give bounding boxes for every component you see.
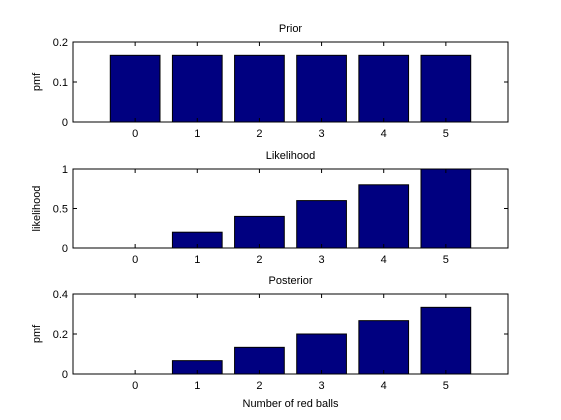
- bar-5: [420, 306, 472, 375]
- x-tick-label: 2: [256, 128, 262, 140]
- x-tick-label: 2: [256, 380, 262, 392]
- x-tick-label: 4: [381, 254, 387, 266]
- x-tick-label: 0: [132, 128, 138, 140]
- bar-3: [296, 333, 347, 375]
- chart-title: Posterior: [268, 275, 312, 287]
- y-axis-label: likelihood: [31, 186, 43, 232]
- y-tick-label: 0.1: [53, 77, 68, 89]
- y-tick-label: 0: [62, 117, 68, 129]
- x-tick-label: 5: [443, 254, 449, 266]
- bar-2: [234, 346, 285, 375]
- bar-4: [358, 320, 410, 375]
- bar-3: [296, 200, 347, 249]
- y-axis-label: pmf: [31, 72, 43, 91]
- bar-2: [234, 215, 285, 249]
- bar-5: [420, 168, 472, 249]
- x-tick-label: 3: [319, 128, 325, 140]
- bar-5: [420, 54, 472, 123]
- bar-2: [234, 54, 285, 123]
- x-tick-label: 1: [194, 254, 200, 266]
- bar-0: [109, 54, 161, 123]
- y-tick-label: 0.2: [53, 329, 68, 341]
- y-tick-label: 0: [62, 243, 68, 255]
- bar-3: [296, 54, 347, 123]
- bar-4: [358, 54, 410, 123]
- y-tick-label: 0: [62, 369, 68, 381]
- x-tick-label: 1: [194, 128, 200, 140]
- x-tick-label: 5: [443, 380, 449, 392]
- bar-1: [171, 54, 223, 123]
- x-tick-label: 3: [319, 380, 325, 392]
- y-tick-label: 0.4: [53, 289, 68, 301]
- y-tick-label: 0.5: [53, 204, 68, 216]
- x-axis-label: Number of red balls: [243, 398, 339, 410]
- x-tick-label: 1: [194, 380, 200, 392]
- x-tick-label: 4: [381, 380, 387, 392]
- x-tick-label: 2: [256, 254, 262, 266]
- y-axis-label: pmf: [31, 324, 43, 343]
- x-tick-label: 0: [132, 380, 138, 392]
- y-tick-label: 1: [62, 164, 68, 176]
- x-tick-label: 3: [319, 254, 325, 266]
- y-tick-label: 0.2: [53, 37, 68, 49]
- x-tick-label: 0: [132, 254, 138, 266]
- chart-title: Likelihood: [266, 150, 316, 162]
- bar-4: [358, 184, 410, 249]
- x-tick-label: 5: [443, 128, 449, 140]
- x-tick-label: 4: [381, 128, 387, 140]
- chart-title: Prior: [279, 23, 303, 35]
